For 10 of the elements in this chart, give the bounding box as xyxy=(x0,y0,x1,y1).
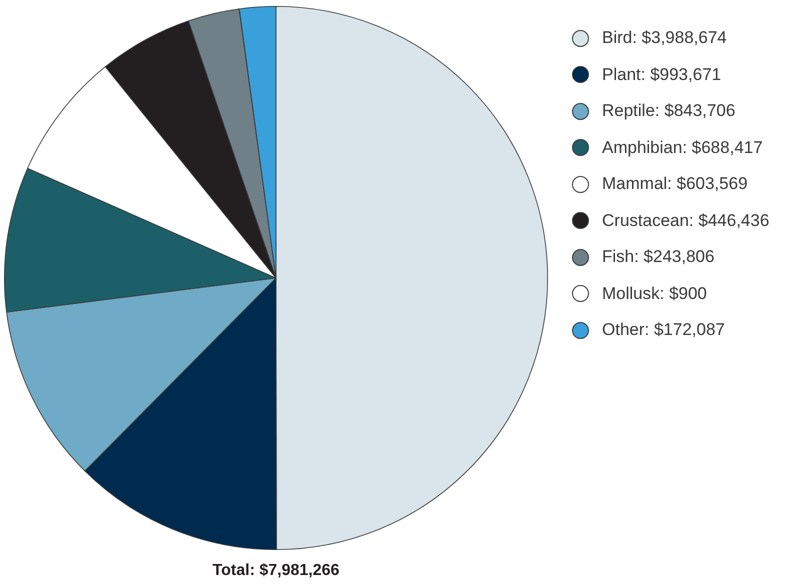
legend-label: Bird: $3,988,674 xyxy=(602,28,727,48)
legend-label: Mollusk: $900 xyxy=(602,284,707,304)
legend-label: Reptile: $843,706 xyxy=(602,101,736,122)
legend-label: Amphibian: $688,417 xyxy=(602,138,763,158)
legend-label: Mammal: $603,569 xyxy=(602,174,748,194)
text: Total: $7,981,266 xyxy=(212,562,340,580)
legend-label: Fish: $243,806 xyxy=(602,247,714,268)
legend-label: Other: $172,087 xyxy=(602,320,725,340)
legend-label: Plant: $993,671 xyxy=(602,64,722,85)
legend-label: Crustacean: $446,436 xyxy=(602,210,770,231)
